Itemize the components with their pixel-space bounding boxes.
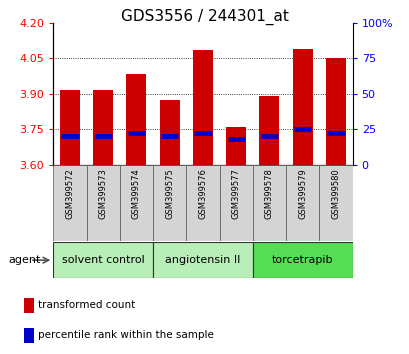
Text: GSM399577: GSM399577	[231, 169, 240, 219]
Text: GSM399575: GSM399575	[165, 169, 174, 219]
Bar	[126, 74, 146, 165]
Bar	[119, 165, 153, 241]
Bar	[285, 165, 319, 241]
Bar	[252, 165, 285, 241]
Text: GSM399573: GSM399573	[99, 169, 108, 219]
Bar	[153, 242, 252, 278]
Bar	[186, 165, 219, 241]
Bar	[325, 58, 345, 165]
Bar	[259, 96, 279, 165]
Text: transformed count: transformed count	[38, 300, 135, 310]
Text: GSM399578: GSM399578	[264, 169, 273, 219]
Bar	[24, 327, 34, 343]
Text: GSM399579: GSM399579	[297, 169, 306, 219]
Text: torcetrapib: torcetrapib	[271, 255, 333, 265]
Text: GSM399580: GSM399580	[330, 169, 339, 219]
Bar	[219, 165, 252, 241]
Bar	[60, 90, 80, 165]
Text: GSM399574: GSM399574	[132, 169, 141, 219]
Text: percentile rank within the sample: percentile rank within the sample	[38, 330, 213, 341]
Text: GDS3556 / 244301_at: GDS3556 / 244301_at	[121, 9, 288, 25]
Bar	[53, 242, 153, 278]
Bar	[319, 165, 352, 241]
Bar	[226, 127, 245, 165]
Bar	[252, 242, 352, 278]
Bar	[153, 165, 186, 241]
Bar	[160, 100, 179, 165]
Text: GSM399572: GSM399572	[65, 169, 74, 219]
Text: GSM399576: GSM399576	[198, 169, 207, 219]
Bar	[292, 49, 312, 165]
Bar	[53, 165, 86, 241]
Text: agent: agent	[8, 255, 40, 265]
Text: angiotensin II: angiotensin II	[165, 255, 240, 265]
Bar	[24, 297, 34, 313]
Text: solvent control: solvent control	[62, 255, 144, 265]
Bar	[86, 165, 119, 241]
Bar	[93, 90, 113, 165]
Bar	[193, 50, 212, 165]
